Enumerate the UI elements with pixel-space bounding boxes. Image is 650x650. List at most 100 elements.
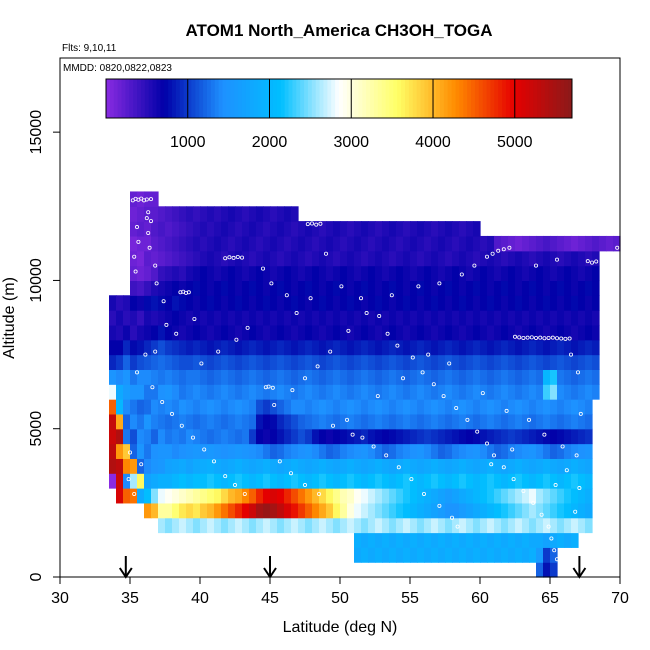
heatmap-cell [529, 517, 537, 534]
heatmap-cell [403, 399, 411, 415]
heatmap-cell [431, 221, 439, 237]
heatmap-cell [536, 502, 544, 519]
sample-point [521, 488, 526, 493]
heatmap-cell [410, 517, 418, 534]
heatmap-cell [116, 399, 124, 415]
heatmap-cell [130, 473, 138, 489]
heatmap-cell [340, 295, 348, 311]
heatmap-cell [382, 295, 390, 311]
sample-point [569, 352, 574, 357]
colorbar-segment [377, 79, 383, 118]
heatmap-cell [235, 428, 243, 445]
heatmap-cell [305, 324, 313, 341]
chart-title: ATOM1 North_America CH3OH_TOGA [185, 21, 492, 40]
heatmap-cell [431, 399, 439, 415]
heatmap-cell [410, 399, 418, 415]
heatmap-cell [445, 221, 453, 237]
heatmap-cell [284, 280, 292, 296]
heatmap-cell [326, 354, 334, 370]
heatmap-cell [340, 339, 348, 356]
heatmap-cell [284, 250, 292, 267]
heatmap-cell [494, 265, 502, 282]
arrow-head [572, 567, 587, 579]
heatmap-cell [557, 488, 565, 504]
heatmap-cell [361, 369, 369, 385]
heatmap-cell [466, 399, 474, 415]
heatmap-cell [466, 488, 474, 504]
heatmap-cell [557, 428, 565, 445]
colorbar-segment [548, 79, 554, 118]
heatmap-cell [543, 354, 551, 370]
heatmap-cell [277, 354, 285, 370]
heatmap-cell [277, 221, 285, 237]
heatmap-cell [375, 399, 383, 415]
colorbar-segment [494, 79, 499, 118]
heatmap-cell [109, 324, 117, 341]
heatmap-cell [151, 324, 159, 341]
heatmap-cell [403, 250, 411, 267]
colorbar-segment [210, 79, 216, 118]
heatmap-cell [354, 354, 362, 370]
heatmap-cell [179, 443, 187, 459]
heatmap-cell [312, 369, 320, 385]
heatmap-cell [417, 517, 425, 534]
y-axis-label: Altitude (m) [1, 277, 18, 359]
heatmap-cell [466, 295, 474, 311]
flights-label: Flts: 9,10,11 [62, 43, 117, 54]
heatmap-cell [592, 384, 600, 400]
heatmap-cell [277, 384, 285, 400]
heatmap-cell [396, 324, 404, 341]
heatmap-cell [235, 280, 243, 296]
heatmap-cell [403, 324, 411, 341]
heatmap-cell [403, 221, 411, 237]
heatmap-cell [410, 235, 418, 252]
heatmap-cell [473, 280, 481, 296]
sample-point [154, 281, 159, 286]
sample-point [245, 325, 250, 330]
heatmap-cell [179, 502, 187, 519]
heatmap-cell [473, 473, 481, 489]
colorbar-frame [105, 78, 573, 119]
heatmap-cell [480, 354, 488, 370]
heatmap-cell [368, 458, 376, 474]
heatmap-cell [501, 265, 509, 282]
heatmap-cell [347, 280, 355, 296]
heatmap-cell [382, 443, 390, 459]
sample-point [330, 423, 335, 428]
heatmap-cell [389, 221, 397, 237]
heatmap-cell [347, 517, 355, 534]
heatmap-cell [431, 339, 439, 356]
heatmap-cell [172, 295, 180, 311]
heatmap-cell [459, 280, 467, 296]
heatmap-cell [445, 250, 453, 267]
heatmap-cell [354, 221, 362, 237]
heatmap-cell [515, 324, 523, 341]
sample-point [525, 335, 530, 340]
heatmap-cell [151, 443, 159, 459]
heatmap-cell [578, 384, 586, 400]
heatmap-cell [564, 413, 572, 430]
heatmap-cell [389, 324, 397, 341]
heatmap-cell [214, 250, 222, 267]
heatmap-cell [186, 280, 194, 296]
heatmap-cell [256, 339, 264, 356]
heatmap-cell [417, 428, 425, 445]
heatmap-cell [256, 324, 264, 341]
heatmap-cell [396, 280, 404, 296]
heatmap-cell [578, 354, 586, 370]
heatmap-cell [109, 443, 117, 459]
colorbar-segment [288, 79, 293, 118]
sample-point [455, 524, 460, 529]
heatmap-cell [200, 428, 208, 445]
heatmap-cell [438, 502, 446, 519]
heatmap-cell [242, 206, 250, 222]
heatmap-cell [459, 458, 467, 474]
heatmap-cell [298, 250, 306, 267]
heatmap-cell [473, 399, 481, 415]
heatmap-cell [452, 502, 460, 519]
heatmap-cell [410, 458, 418, 474]
heatmap-cell [529, 443, 537, 459]
heatmap-cell [564, 339, 572, 356]
heatmap-cell [158, 458, 166, 474]
heatmap-cell [410, 280, 418, 296]
